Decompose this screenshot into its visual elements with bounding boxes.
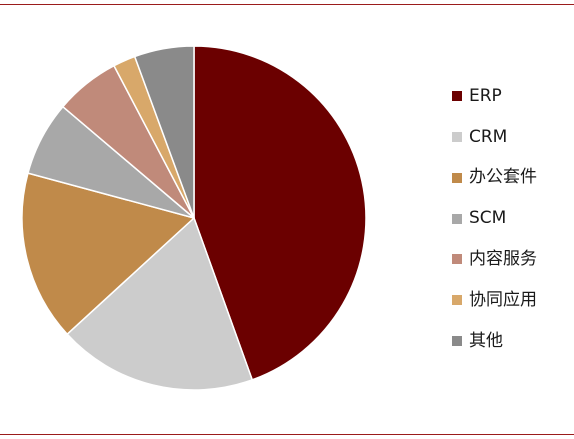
legend-label-content-services: 内容服务 — [469, 248, 537, 269]
legend-item-scm: SCM — [452, 206, 537, 231]
legend-swatch-scm — [452, 213, 462, 224]
pie-slice-other — [133, 45, 195, 219]
legend-label-erp: ERP — [469, 85, 502, 106]
legend-label-crm: CRM — [469, 126, 508, 147]
legend-label-other: 其他 — [469, 330, 503, 351]
legend-label-scm: SCM — [469, 208, 507, 229]
legend-swatch-crm — [452, 132, 462, 143]
pie-slice-office-suite — [21, 172, 195, 335]
top-rule — [0, 4, 574, 5]
legend-item-content-services: 内容服务 — [452, 247, 537, 272]
legend-label-collaboration: 协同应用 — [469, 289, 537, 310]
pie-slice-erp — [193, 45, 367, 381]
legend-swatch-content-services — [452, 254, 462, 265]
bottom-rule — [0, 434, 574, 435]
legend-swatch-other — [452, 336, 462, 347]
legend-item-other: 其他 — [452, 329, 537, 354]
pie-slice-crm — [66, 217, 254, 391]
legend-swatch-office-suite — [452, 172, 462, 183]
legend-label-office-suite: 办公套件 — [469, 167, 537, 188]
legend: ERP CRM 办公套件 SCM 内容服务 协同应用 其他 — [452, 84, 537, 370]
legend-item-erp: ERP — [452, 84, 537, 109]
legend-swatch-erp — [452, 91, 462, 102]
legend-item-crm: CRM — [452, 125, 537, 150]
legend-item-collaboration: 协同应用 — [452, 288, 537, 313]
legend-swatch-collaboration — [452, 295, 462, 306]
legend-item-office-suite: 办公套件 — [452, 166, 537, 191]
